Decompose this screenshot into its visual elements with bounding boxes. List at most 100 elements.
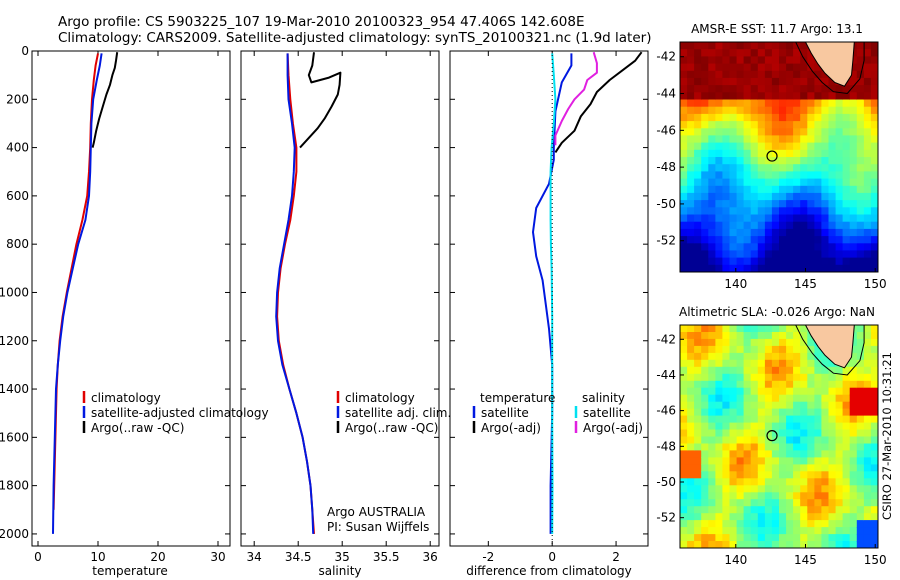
heatmap-cell (863, 56, 872, 65)
heatmap-cell (694, 373, 702, 382)
heatmap-cell (708, 142, 716, 151)
heatmap-cell (757, 207, 766, 216)
heatmap-cell (764, 520, 773, 528)
heatmap-cell (771, 506, 780, 514)
heatmap-cell (750, 450, 759, 458)
heatmap-cell (849, 513, 858, 521)
x-tick-label: 35.5 (373, 550, 400, 564)
heatmap-cell (750, 185, 759, 194)
heatmap-cell (835, 99, 844, 108)
heatmap-cell (764, 499, 773, 507)
heatmap-cell (750, 171, 759, 180)
heatmap-cell (743, 394, 752, 403)
heatmap-cell (757, 85, 766, 93)
heatmap-cell (722, 171, 731, 180)
heatmap-cell (779, 443, 787, 452)
heatmap-cell (835, 457, 844, 465)
heatmap-cell (736, 338, 745, 347)
heatmap-cell (701, 492, 709, 500)
heatmap-cell (856, 366, 865, 375)
heatmap-cell (680, 332, 688, 340)
heatmap-cell (800, 63, 808, 72)
heatmap-cell (743, 42, 752, 50)
heatmap-cell (779, 387, 787, 396)
heatmap-cell (849, 257, 858, 266)
heatmap-cell (771, 135, 780, 144)
heatmap-cell (793, 228, 801, 237)
heatmap-cell (729, 443, 738, 452)
heatmap-cell (729, 345, 738, 354)
heatmap-cell (757, 471, 766, 479)
heatmap-cell (750, 42, 759, 50)
heatmap-cell (870, 352, 878, 361)
heatmap-cell (807, 113, 815, 122)
heatmap-cell (771, 401, 780, 410)
heatmap-cell (821, 70, 830, 79)
heatmap-cell (687, 228, 695, 237)
heatmap-cell (708, 387, 716, 396)
heatmap-cell (701, 387, 709, 396)
heatmap-cell (715, 513, 724, 521)
heatmap-cell (835, 85, 844, 93)
heatmap-cell (708, 394, 716, 403)
heatmap-cell (694, 128, 702, 137)
heatmap-cell (870, 325, 878, 333)
argo-location-marker (766, 150, 778, 162)
heatmap-cell (863, 443, 872, 452)
heatmap-cell (786, 394, 794, 403)
heatmap-cell (743, 387, 752, 396)
heatmap-cell (807, 499, 815, 507)
heatmap-cell (800, 214, 808, 223)
heatmap-cell (722, 92, 731, 101)
heatmap-cell (680, 142, 688, 151)
heatmap-cell (701, 85, 709, 93)
heatmap-cell (814, 401, 823, 410)
heatmap-cell (870, 506, 878, 514)
heatmap-cell (701, 70, 709, 79)
heatmap-cell (701, 471, 709, 479)
heatmap-cell (835, 135, 844, 144)
heatmap-cell (793, 422, 801, 431)
heatmap-cell (779, 541, 787, 548)
legend-label-satellite: satellite-adjusted climatology (91, 406, 269, 420)
heatmap-cell (687, 264, 695, 272)
y-tick-label: 800 (6, 237, 29, 251)
heatmap-cell (849, 471, 858, 479)
heatmap-cell (715, 492, 724, 500)
heatmap-cell (722, 345, 731, 354)
heatmap-cell (863, 325, 872, 333)
salinity-xlabel: salinity (318, 564, 361, 578)
heatmap-cell (800, 185, 808, 194)
heatmap-cell (687, 464, 695, 472)
legend-label-temp-argo: Argo(-adj) (481, 421, 541, 435)
heatmap-cell (729, 128, 738, 137)
heatmap-cell (793, 42, 801, 50)
heatmap-cell (680, 429, 688, 438)
heatmap-cell (729, 513, 738, 521)
heatmap-cell (764, 415, 773, 424)
heatmap-cell (757, 345, 766, 354)
heatmap-cell (821, 99, 830, 108)
heatmap-cell (870, 450, 878, 458)
heatmap-cell (687, 243, 695, 252)
heatmap-cell (722, 178, 731, 187)
heatmap-cell (687, 352, 695, 361)
heatmap-cell (863, 527, 872, 535)
heatmap-cell (856, 236, 865, 244)
heatmap-cell (814, 200, 823, 208)
heatmap-cell (779, 408, 787, 417)
heatmap-cell (694, 401, 702, 410)
heatmap-cell (680, 106, 688, 115)
heatmap-cell (807, 157, 815, 165)
heatmap-cell (786, 243, 794, 252)
heatmap-cell (828, 541, 837, 548)
tasmania-land (804, 325, 855, 369)
heatmap-cell (814, 506, 823, 514)
heatmap-cell (779, 214, 787, 223)
heatmap-cell (701, 264, 709, 272)
heatmap-cell (842, 478, 851, 486)
heatmap-cell (863, 373, 872, 382)
heatmap-cell (793, 478, 801, 486)
heatmap-cell (743, 534, 752, 542)
heatmap-cell (764, 121, 773, 129)
